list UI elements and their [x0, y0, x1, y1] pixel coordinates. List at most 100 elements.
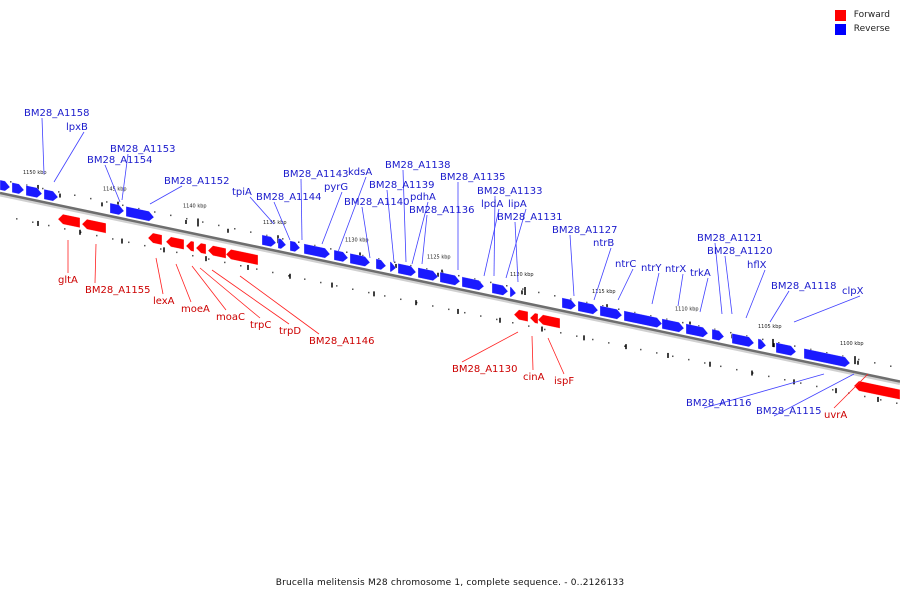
- guide-dot: [400, 298, 402, 301]
- forward-gene-arrow: [185, 240, 195, 252]
- reverse-gene-label: lipA: [508, 199, 527, 210]
- reverse-gene-label: ntrB: [593, 238, 614, 249]
- reverse-swatch: [834, 23, 846, 35]
- leader-line: [651, 272, 660, 305]
- backbone-line: [0, 191, 900, 383]
- leader-line: [149, 185, 183, 205]
- reverse-gene-label: ntrC: [615, 259, 636, 270]
- guide-dot: [144, 244, 146, 247]
- reverse-gene-arrow: [561, 297, 577, 310]
- reverse-gene-arrow: [775, 342, 797, 356]
- guide-dot: [314, 244, 316, 247]
- guide-dot: [842, 355, 844, 357]
- legend-forward-label: Forward: [853, 10, 890, 20]
- reverse-gene-arrow: [757, 338, 767, 350]
- leader-line: [361, 206, 371, 259]
- reverse-gene-label: BM28_A1158: [24, 108, 90, 119]
- guide-dot: [720, 365, 722, 368]
- guide-dot: [346, 251, 348, 253]
- guide-dot: [602, 305, 604, 307]
- guide-dot: [64, 228, 66, 230]
- guide-dot: [560, 332, 562, 334]
- guide-dot: [880, 399, 882, 401]
- guide-dot: [576, 335, 578, 337]
- guide-dot: [890, 365, 892, 367]
- guide-dot: [112, 238, 114, 240]
- guide-dot: [640, 348, 642, 351]
- forward-gene-arrow: [207, 245, 227, 259]
- leader-line: [191, 265, 227, 311]
- leader-line: [249, 196, 275, 225]
- leader-line: [793, 295, 861, 323]
- leader-line: [714, 242, 723, 315]
- leader-line: [514, 221, 519, 283]
- map-caption: Brucella melitensis M28 chromosome 1, co…: [275, 578, 625, 588]
- guide-dot: [384, 295, 386, 297]
- tick-label: 1135 kbp: [263, 220, 287, 226]
- guide-dot: [378, 258, 380, 260]
- guide-dot: [464, 311, 466, 314]
- guide-dot: [832, 389, 834, 391]
- guide-dot: [538, 291, 540, 294]
- guide-dot: [90, 197, 92, 200]
- reverse-gene-label: BM28_A1120: [707, 246, 773, 257]
- guide-dot: [288, 275, 290, 277]
- guide-dot: [250, 231, 252, 233]
- guide-dot: [666, 318, 668, 321]
- forward-gene-arrow: [165, 236, 185, 250]
- leader-line: [104, 164, 121, 203]
- guide-dot: [592, 338, 594, 341]
- guide-dot: [10, 181, 12, 183]
- reverse-gene-arrow: [389, 261, 397, 273]
- forward-gene-arrow: [537, 314, 561, 329]
- leader-line: [94, 243, 97, 284]
- guide-dot: [74, 194, 76, 197]
- guide-dot: [96, 234, 98, 237]
- guide-dot: [490, 281, 492, 284]
- leader-line: [833, 373, 869, 409]
- reverse-gene-arrow: [289, 240, 301, 252]
- leader-line: [239, 275, 320, 335]
- reverse-gene-label: BM28_A1138: [385, 160, 451, 171]
- tick-label: 1115 kbp: [592, 289, 616, 295]
- forward-gene-label: trpC: [250, 320, 271, 331]
- forward-gene-arrow: [57, 214, 81, 228]
- tick-label: 1100 kbp: [840, 341, 864, 347]
- guide-dot: [234, 228, 236, 230]
- guide-dot: [826, 352, 828, 354]
- tick-label: 1120 kbp: [510, 272, 534, 278]
- guide-dot: [650, 315, 652, 317]
- reverse-gene-label: lpdA: [481, 199, 503, 210]
- tick-label: 1105 kbp: [758, 324, 782, 330]
- guide-dot: [362, 254, 364, 257]
- leader-line: [402, 169, 407, 263]
- reverse-gene-arrow: [11, 182, 25, 195]
- forward-gene-arrow: [147, 232, 163, 246]
- leader-line: [493, 195, 496, 277]
- forward-gene-label: uvrA: [824, 410, 847, 421]
- reverse-gene-arrow: [417, 267, 439, 281]
- reverse-gene-arrow: [623, 310, 663, 328]
- guide-dot: [352, 288, 354, 290]
- guide-dot: [432, 305, 434, 307]
- guide-dot: [496, 318, 498, 321]
- guide-dot: [192, 254, 194, 257]
- forward-gene-label: trpD: [279, 326, 301, 337]
- reverse-gene-label: pdhA: [410, 192, 436, 203]
- reverse-gene-label: clpX: [842, 286, 864, 297]
- guide-dot: [698, 325, 700, 327]
- guide-dot: [762, 338, 764, 341]
- guide-dot: [330, 248, 332, 250]
- leader-line: [121, 153, 129, 201]
- leader-line: [699, 277, 709, 313]
- guide-dot: [810, 348, 812, 351]
- reverse-gene-arrow: [577, 300, 599, 315]
- forward-gene-arrow: [195, 242, 207, 255]
- guide-dot: [368, 291, 370, 294]
- reverse-gene-arrow: [803, 348, 851, 368]
- guide-dot: [858, 358, 860, 361]
- reverse-gene-arrow: [303, 243, 331, 259]
- leader-line: [773, 373, 855, 417]
- reverse-gene-arrow: [25, 185, 43, 198]
- guide-dot: [320, 281, 322, 284]
